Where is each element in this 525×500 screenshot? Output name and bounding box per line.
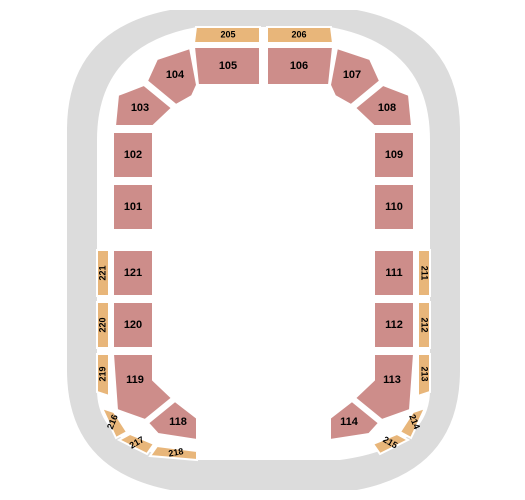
section-112[interactable] [374,302,414,348]
section-206[interactable] [267,27,333,43]
section-121[interactable] [113,250,153,296]
arena-seating-chart: 1051061041071031081021091011101211111201… [0,0,525,500]
section-111[interactable] [374,250,414,296]
section-219[interactable] [97,354,109,396]
section-205[interactable] [194,27,260,43]
section-106[interactable] [267,47,333,85]
section-211[interactable] [418,250,430,296]
section-213[interactable] [418,354,430,396]
section-221[interactable] [97,250,109,296]
section-212[interactable] [418,302,430,348]
section-120[interactable] [113,302,153,348]
section-110[interactable] [374,184,414,230]
section-102[interactable] [113,132,153,178]
section-220[interactable] [97,302,109,348]
section-105[interactable] [194,47,260,85]
section-101[interactable] [113,184,153,230]
section-109[interactable] [374,132,414,178]
